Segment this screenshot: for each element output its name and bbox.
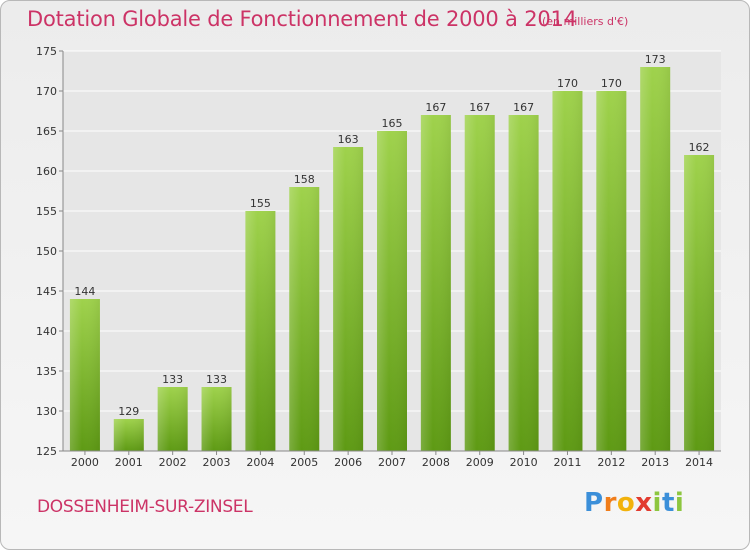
bar-sheen: [420, 115, 451, 451]
y-tick-label: 160: [36, 165, 57, 178]
x-tick-label: 2001: [115, 456, 143, 469]
bar-sheen: [113, 419, 144, 451]
y-tick-label: 125: [36, 445, 57, 458]
y-tick-label: 170: [36, 85, 57, 98]
x-tick-label: 2011: [553, 456, 581, 469]
axes: 125 130 135 140 145 150 155 160 165 170 175 2000 200…: [36, 45, 721, 469]
value-label: 158: [294, 173, 315, 186]
y-tick-label: 165: [36, 125, 57, 138]
value-label: 129: [118, 405, 139, 418]
bar-sheen: [596, 91, 627, 451]
value-label: 170: [601, 77, 622, 90]
value-label: 167: [425, 101, 446, 114]
bar-sheen: [684, 155, 715, 451]
value-label: 165: [382, 117, 403, 130]
value-label: 173: [645, 53, 666, 66]
bar-sheen: [377, 131, 407, 451]
x-tick-label: 2006: [334, 456, 362, 469]
x-tick-label: 2008: [422, 456, 450, 469]
bar-sheen: [333, 147, 364, 451]
logo-letter: o: [616, 488, 636, 518]
bar-sheen: [640, 67, 671, 451]
bar-sheen: [201, 387, 232, 451]
value-label: 170: [557, 77, 578, 90]
bar-sheen: [69, 299, 100, 451]
bar-sheen: [245, 211, 276, 451]
y-tick-label: 140: [36, 325, 57, 338]
bar-sheen: [464, 115, 495, 451]
proxiti-logo: Proxiti: [584, 488, 684, 518]
x-tick-label: 2014: [685, 456, 713, 469]
x-tick-label: 2005: [290, 456, 318, 469]
x-tick-label: 2004: [246, 456, 274, 469]
chart-subtitle: (en milliers d'€): [542, 15, 629, 28]
value-label: 167: [513, 101, 534, 114]
logo-letter: x: [635, 488, 653, 518]
value-label: 144: [74, 285, 95, 298]
y-tick-label: 150: [36, 245, 57, 258]
x-tick-label: 2007: [378, 456, 406, 469]
logo-letter: i: [674, 488, 685, 518]
value-label: 162: [689, 141, 710, 154]
bar-sheen: [157, 387, 188, 451]
x-tick-label: 2012: [597, 456, 625, 469]
x-tick-label: 2002: [159, 456, 187, 469]
x-tick-label: 2009: [466, 456, 494, 469]
y-tick-label: 135: [36, 365, 57, 378]
bar-sheen: [508, 115, 539, 451]
value-label: 167: [469, 101, 490, 114]
y-tick-label: 175: [36, 45, 57, 58]
bars: [69, 67, 715, 451]
chart-title: Dotation Globale de Fonctionnement de 20…: [27, 7, 577, 31]
bar-sheen: [289, 187, 320, 451]
y-tick-label: 145: [36, 285, 57, 298]
value-label: 133: [206, 373, 227, 386]
y-tick-label: 130: [36, 405, 57, 418]
y-tick-label: 155: [36, 205, 57, 218]
logo-letter: P: [584, 488, 604, 518]
commune-name: DOSSENHEIM-SUR-ZINSEL: [37, 497, 253, 517]
logo-letter: i: [652, 488, 662, 518]
x-tick-label: 2000: [71, 456, 99, 469]
x-tick-label: 2003: [203, 456, 231, 469]
bar-sheen: [552, 91, 583, 451]
value-label: 155: [250, 197, 271, 210]
value-label: 133: [162, 373, 183, 386]
x-tick-label: 2010: [510, 456, 538, 469]
x-tick-label: 2013: [641, 456, 669, 469]
logo-letter: r: [603, 488, 617, 518]
value-label: 163: [338, 133, 359, 146]
logo-letter: t: [661, 488, 675, 518]
data-labels: 144 129 133 133 155 158 163 165 167 167 167 170 170 1…: [74, 53, 709, 418]
